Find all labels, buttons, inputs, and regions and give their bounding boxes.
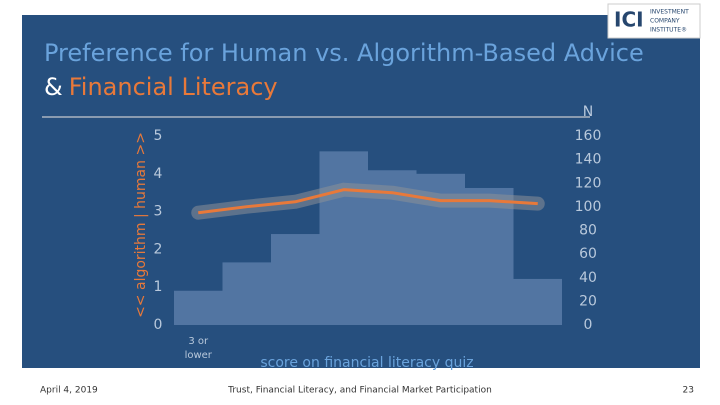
y2-tick-label: 60	[579, 246, 597, 262]
y-tick-label: 1	[154, 279, 163, 295]
x-tick-label: 3 or lower	[185, 336, 213, 361]
y-tick-label: 2	[154, 241, 163, 257]
y2-tick-label: 20	[579, 293, 597, 309]
x-tick-line: 3 or	[188, 336, 209, 347]
x-axis-label: score on financial literacy quiz	[260, 355, 473, 371]
histogram-bar	[465, 187, 514, 325]
histogram-bar	[222, 262, 271, 325]
title-line2: & Financial Literacy	[44, 73, 278, 101]
logo-box	[607, 3, 701, 39]
y-axis-label: << algorithm | human >>	[133, 132, 149, 318]
y2-axis-label: N	[583, 104, 593, 120]
footer-date: April 4, 2019	[40, 386, 98, 396]
y2-tick-label: 0	[584, 317, 593, 333]
y2-tick-label: 120	[575, 175, 602, 191]
histogram-bar	[513, 278, 562, 325]
logo-text: INVESTMENT	[650, 9, 689, 16]
y-tick-label: 3	[154, 204, 163, 220]
line	[198, 188, 538, 215]
y2-tick-label: 140	[575, 152, 602, 168]
y2-tick-label: 80	[579, 223, 597, 239]
histogram-bar	[174, 290, 223, 325]
title-amp: &	[44, 73, 63, 101]
y-tick-label: 4	[154, 166, 163, 182]
x-tick-line: lower	[185, 350, 213, 361]
logo-text: INSTITUTE®	[650, 27, 687, 34]
y2-tick-label: 100	[575, 199, 602, 215]
title: Preference for Human vs. Algorithm-Based…	[44, 39, 644, 67]
logo-text: COMPANY	[650, 18, 680, 25]
y-tick-label: 5	[154, 128, 163, 144]
page-number: 23	[683, 386, 694, 396]
logo-mark: ICI	[614, 8, 644, 32]
y2-tick-label: 160	[575, 128, 602, 144]
y2-tick-label: 40	[579, 270, 597, 286]
histogram-bar	[271, 234, 320, 325]
y-tick-label: 0	[154, 317, 163, 333]
footer-title: Trust, Financial Literacy, and Financial…	[227, 386, 492, 396]
histogram-bar	[319, 151, 368, 325]
title-highlight: Financial Literacy	[69, 73, 278, 101]
